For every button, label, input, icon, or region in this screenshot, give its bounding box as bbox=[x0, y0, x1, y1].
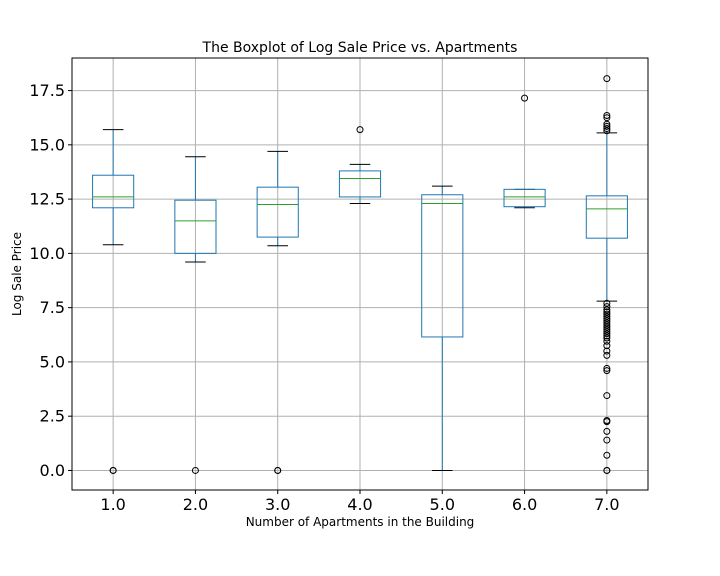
y-tick-label: 7.5 bbox=[40, 298, 65, 317]
iqr-box bbox=[174, 199, 217, 254]
box-3.0 bbox=[256, 150, 299, 474]
x-tick-label: 3.0 bbox=[265, 495, 290, 514]
outlier-point bbox=[603, 317, 611, 325]
y-tick-label: 0.0 bbox=[40, 461, 65, 480]
axis-ticks: 1.0 2.0 3.0 4.0 5.0 6.0 7.0 0.0 2.5 5.0 7.5 10.0 12.… bbox=[29, 81, 619, 514]
x-tick-label: 2.0 bbox=[183, 495, 208, 514]
iqr-box bbox=[421, 194, 464, 338]
outlier-point bbox=[603, 364, 611, 372]
x-tick-label: 6.0 bbox=[512, 495, 537, 514]
outlier-point bbox=[603, 75, 611, 83]
outlier-point bbox=[603, 347, 611, 355]
y-tick-label: 10.0 bbox=[29, 244, 65, 263]
box-1.0 bbox=[92, 129, 135, 474]
outlier-point bbox=[603, 330, 611, 338]
outlier-point bbox=[603, 466, 611, 474]
outlier-point bbox=[603, 299, 611, 307]
chart-title: The Boxplot of Log Sale Price vs. Apartm… bbox=[202, 40, 518, 56]
outlier-point bbox=[603, 337, 611, 345]
box-6.0 bbox=[503, 94, 546, 209]
x-axis-label: Number of Apartments in the Building bbox=[246, 515, 475, 529]
outlier-point bbox=[603, 328, 611, 336]
outlier-point bbox=[603, 418, 611, 426]
iqr-box bbox=[92, 174, 135, 209]
outlier-point bbox=[603, 308, 611, 316]
outlier-point bbox=[603, 127, 611, 135]
iqr-box bbox=[585, 195, 628, 239]
outlier-point bbox=[191, 466, 199, 474]
outlier-point bbox=[521, 94, 529, 102]
outlier-point bbox=[356, 126, 364, 134]
outlier-point bbox=[603, 436, 611, 444]
outlier-point bbox=[603, 120, 611, 128]
outlier-point bbox=[603, 319, 611, 327]
iqr-box bbox=[338, 170, 382, 198]
outlier-point bbox=[603, 112, 611, 120]
box-7.0 bbox=[585, 75, 628, 474]
outlier-point bbox=[603, 306, 611, 314]
outlier-point bbox=[603, 334, 611, 342]
x-tick-label: 1.0 bbox=[100, 495, 125, 514]
outlier-point bbox=[603, 451, 611, 459]
grid-lines bbox=[72, 58, 648, 490]
iqr-box bbox=[256, 186, 299, 238]
outlier-point bbox=[603, 315, 611, 323]
y-tick-label: 17.5 bbox=[29, 81, 65, 100]
outlier-point bbox=[603, 303, 611, 311]
outlier-point bbox=[109, 466, 117, 474]
outlier-point bbox=[603, 351, 611, 359]
outlier-point bbox=[603, 321, 611, 329]
y-axis-label: Log Sale Price bbox=[10, 232, 24, 316]
y-tick-label: 5.0 bbox=[40, 352, 65, 371]
y-tick-label: 2.5 bbox=[40, 407, 65, 426]
y-tick-label: 15.0 bbox=[29, 135, 65, 154]
outlier-point bbox=[603, 427, 611, 435]
outlier-point bbox=[603, 312, 611, 320]
outlier-point bbox=[603, 125, 611, 133]
box-4.0 bbox=[338, 126, 382, 204]
y-tick-label: 12.5 bbox=[29, 190, 65, 209]
outlier-point bbox=[603, 114, 611, 122]
outlier-point bbox=[603, 323, 611, 331]
outlier-point bbox=[603, 332, 611, 340]
x-tick-label: 7.0 bbox=[594, 495, 619, 514]
box-2.0 bbox=[174, 156, 217, 474]
outlier-point bbox=[603, 122, 611, 130]
outlier-point bbox=[603, 310, 611, 318]
outlier-point bbox=[603, 342, 611, 350]
outlier-point bbox=[274, 466, 282, 474]
x-tick-label: 4.0 bbox=[347, 495, 372, 514]
x-tick-label: 5.0 bbox=[430, 495, 455, 514]
outlier-point bbox=[603, 367, 611, 375]
boxes bbox=[92, 75, 628, 474]
iqr-box bbox=[503, 188, 546, 208]
box-5.0 bbox=[421, 185, 464, 471]
outlier-point bbox=[603, 325, 611, 333]
outlier-point bbox=[603, 392, 611, 400]
